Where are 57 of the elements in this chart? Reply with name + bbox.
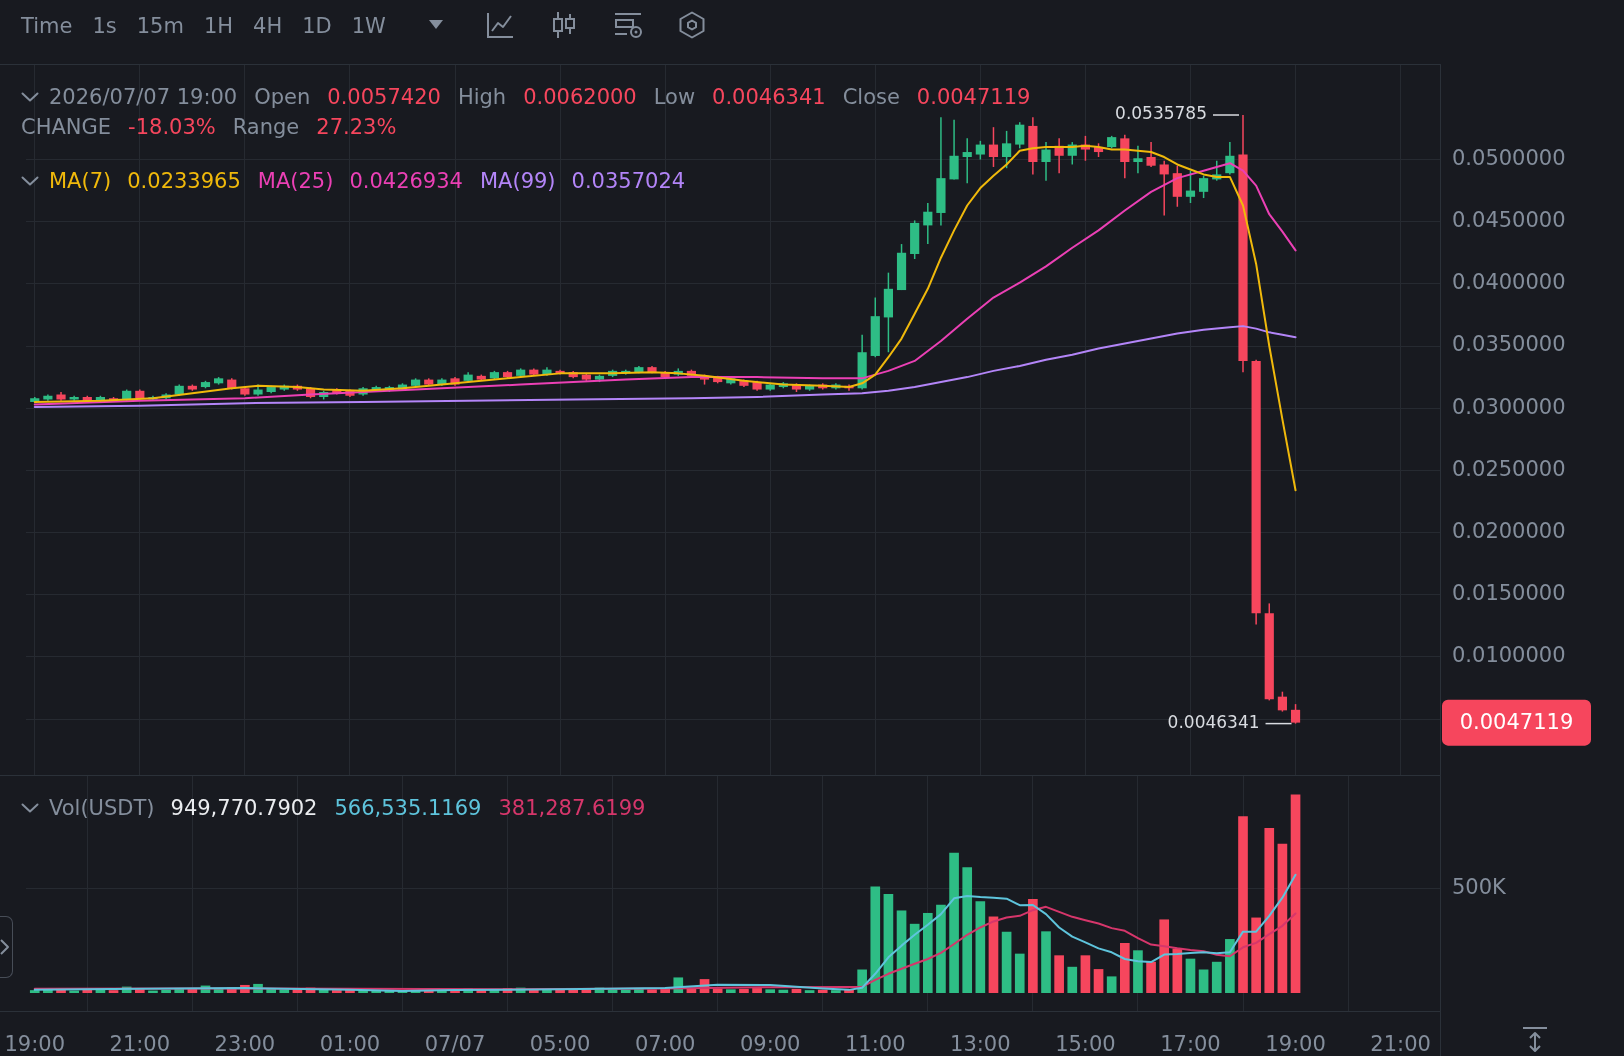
annotation: 0.0233965: [127, 168, 241, 195]
annotation: 27.23%: [316, 114, 397, 141]
text: 0.0047119: [1459, 710, 1574, 735]
x-tick-label: 15:00: [1055, 1032, 1116, 1056]
annotation: 566,535.1169: [334, 795, 482, 822]
x-tick-label: 09:00: [739, 1032, 801, 1056]
x-tick-label: 13:00: [950, 1032, 1011, 1056]
annotation: 0.0426934: [349, 168, 463, 195]
annotation: Close: [842, 84, 900, 111]
text: MA(7): [49, 168, 112, 195]
y-tick-label: 0.0400000: [1452, 270, 1566, 295]
x-tick-label: 21:00: [1370, 1032, 1431, 1056]
text: 1s: [92, 13, 117, 40]
annotation: 0.0062000: [523, 84, 637, 111]
text: MA(25): [257, 168, 334, 195]
annotation: 0.0057420: [327, 84, 441, 111]
text: Time: [21, 13, 73, 40]
annotation: 381,287.6199: [498, 795, 646, 822]
annotation: 949,770.7902: [170, 795, 318, 822]
text: 4H: [253, 13, 283, 40]
x-tick-label: 19:00: [4, 1032, 66, 1056]
x-tick-label: 23:00: [214, 1032, 276, 1056]
y-tick-label: 0.0450000: [1452, 208, 1566, 233]
annotation: Open: [254, 84, 311, 111]
x-tick-label: 07:00: [634, 1032, 696, 1056]
annotation: High: [457, 84, 507, 111]
y-tick-label: 0.0300000: [1452, 394, 1566, 419]
x-tick-label: 17:00: [1160, 1032, 1221, 1056]
annotation: 2026/07/07 19:00: [49, 84, 238, 111]
annotation: -18.03%: [128, 114, 216, 141]
text: MA(99): [479, 168, 556, 195]
x-tick-label: 05:00: [529, 1032, 591, 1056]
annotation: 0.0047119: [916, 84, 1031, 111]
y-tick-label: 0.0250000: [1452, 456, 1566, 481]
annotation: 0.0046341: [1167, 712, 1260, 733]
text: 1W: [351, 13, 386, 40]
x-tick-label: 19:00: [1265, 1032, 1326, 1056]
y-tick-label: 500K: [1452, 875, 1508, 900]
annotation: Range: [232, 114, 300, 141]
annotation: Low: [653, 84, 696, 111]
x-tick-label: 07/07: [424, 1032, 486, 1056]
text: 15m: [136, 13, 184, 40]
text: 1D: [302, 13, 332, 40]
annotation: 0.0046341: [712, 84, 826, 111]
annotation: 0.0357024: [571, 168, 686, 195]
y-tick-label: 0.0100000: [1452, 643, 1566, 668]
y-tick-label: 0.0150000: [1452, 581, 1566, 606]
x-tick-label: 11:00: [845, 1032, 906, 1056]
annotation: 0.0535785: [1115, 103, 1207, 124]
y-tick-label: 0.0350000: [1452, 332, 1566, 357]
text: 1H: [203, 13, 234, 40]
x-tick-label: 01:00: [319, 1032, 381, 1056]
text: Vol(USDT): [49, 795, 155, 822]
x-tick-label: 21:00: [109, 1032, 171, 1056]
annotation: CHANGE: [21, 114, 112, 141]
y-tick-label: 0.0500000: [1452, 145, 1566, 170]
y-tick-label: 0.0200000: [1452, 518, 1566, 543]
